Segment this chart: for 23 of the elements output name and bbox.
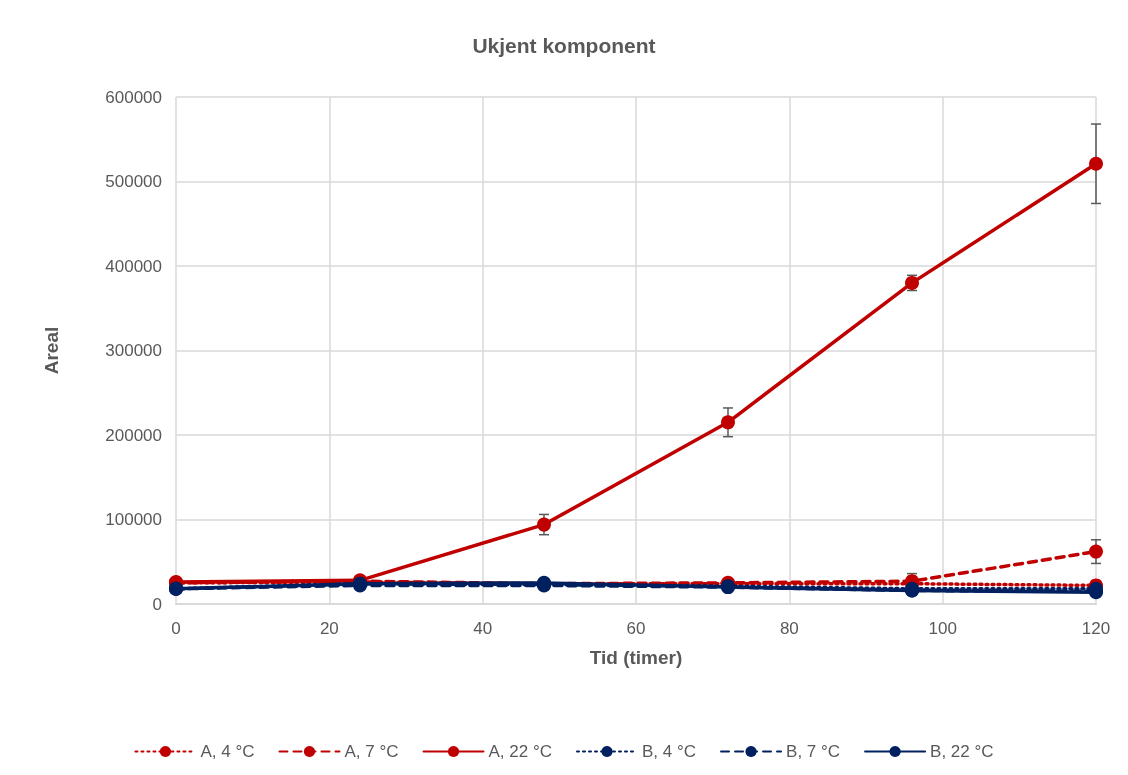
y-tick-label: 600000 (105, 87, 162, 107)
y-tick-label: 0 (152, 594, 162, 614)
x-tick-label: 60 (626, 619, 646, 638)
y-tick-label: 500000 (105, 172, 162, 191)
chart-title: Ukjent komponent (472, 34, 656, 57)
x-tick-label: 120 (1081, 619, 1111, 638)
x-tick-label: 100 (928, 619, 957, 638)
legend-label: A, 7 °C (344, 742, 399, 761)
y-tick-label: 100000 (105, 510, 162, 529)
y-tick-label: 200000 (105, 425, 162, 445)
x-tick-label: 20 (319, 619, 339, 638)
legend-label: B, 22 °C (930, 742, 994, 761)
legend-label: B, 4 °C (642, 742, 697, 761)
y-tick-label: 300000 (105, 341, 162, 360)
x-tick-label: 40 (473, 619, 493, 638)
legend-label: A, 22 °C (488, 742, 553, 761)
legend-label: A, 4 °C (200, 742, 255, 761)
y-tick-label: 400000 (105, 256, 162, 276)
x-tick-label: 0 (171, 619, 181, 638)
x-tick-label: 80 (779, 619, 799, 638)
x-axis-title: Tid (timer) (589, 647, 683, 668)
legend-label: B, 7 °C (786, 742, 841, 761)
y-axis-title: Areal (41, 326, 62, 375)
